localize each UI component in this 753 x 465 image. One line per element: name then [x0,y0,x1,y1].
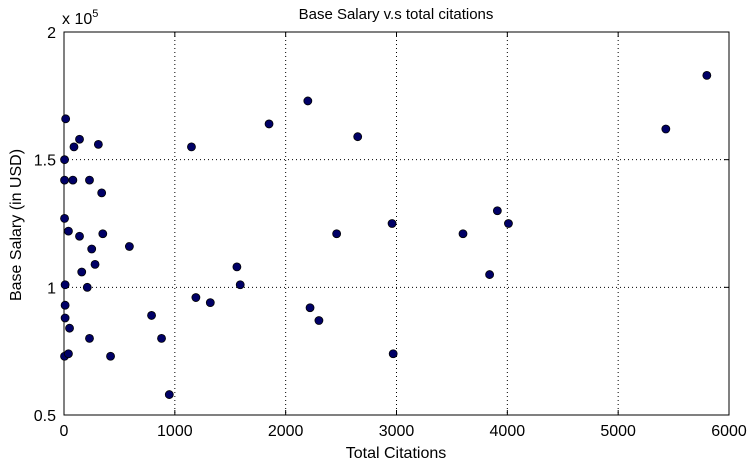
x-axis-label: Total Citations [346,445,447,462]
data-point [98,229,108,239]
data-point [82,282,92,292]
data-point [85,333,94,343]
data-point [305,303,315,313]
data-point [164,390,174,399]
data-point [187,142,196,152]
data-point [65,323,74,333]
data-point [60,155,69,165]
data-point [97,188,107,198]
data-point [60,313,70,323]
x-tick-label: 0 [60,423,69,440]
data-point [85,175,94,185]
data-point [232,262,242,272]
data-point [235,280,245,290]
data-point [353,132,363,142]
data-point [314,316,324,325]
data-point [504,219,513,228]
data-point [332,229,342,239]
grid-layer [64,32,729,415]
data-point [157,333,166,343]
data-point [458,229,468,239]
data-point [264,119,274,129]
y-multiplier-base: x 10 [62,11,92,28]
data-point [388,349,398,359]
data-point [87,244,97,254]
data-point [61,114,71,124]
plot-area-box [63,31,730,416]
chart-title: Base Salary v.s total citations [299,6,494,23]
data-point [147,311,156,320]
data-point [205,298,215,308]
data-point [69,142,79,152]
data-point [485,270,495,279]
x-tick-label: 3000 [379,423,415,440]
data-point [661,124,671,134]
y-multiplier-exponent: 5 [92,8,98,20]
x-tick-label: 5000 [600,423,636,440]
data-point [77,267,87,277]
data-point [93,139,103,149]
data-point [492,206,502,216]
data-point [303,96,313,106]
y-axis-label: Base Salary (in USD) [8,149,25,301]
data-point [60,280,70,290]
data-point [387,219,397,228]
data-point [60,300,70,310]
data-point [90,259,100,269]
x-tick-label: 2000 [268,423,304,440]
data-point [60,213,69,223]
y-multiplier: x 105 [62,8,98,28]
x-tick-label: 4000 [490,423,526,440]
data-point [75,134,84,144]
data-point [124,242,134,251]
x-tick-label: 6000 [711,423,747,440]
tick-layer: 0 1000 2000 3000 4000 5000 6000 0.5 1 1.5 2 [34,25,747,440]
y-tick-label: 1.5 [34,153,56,170]
data-point [191,293,201,302]
data-point [64,226,73,236]
y-tick-label: 2 [47,25,56,42]
data-point [60,175,69,185]
data-point [702,71,712,80]
data-point [64,349,73,359]
data-point [75,231,84,241]
y-tick-label: 0.5 [34,408,56,425]
data-point [106,351,115,361]
data-point [68,175,78,185]
x-tick-label: 1000 [157,423,193,440]
y-tick-label: 1 [47,280,56,297]
data-points [60,71,712,399]
